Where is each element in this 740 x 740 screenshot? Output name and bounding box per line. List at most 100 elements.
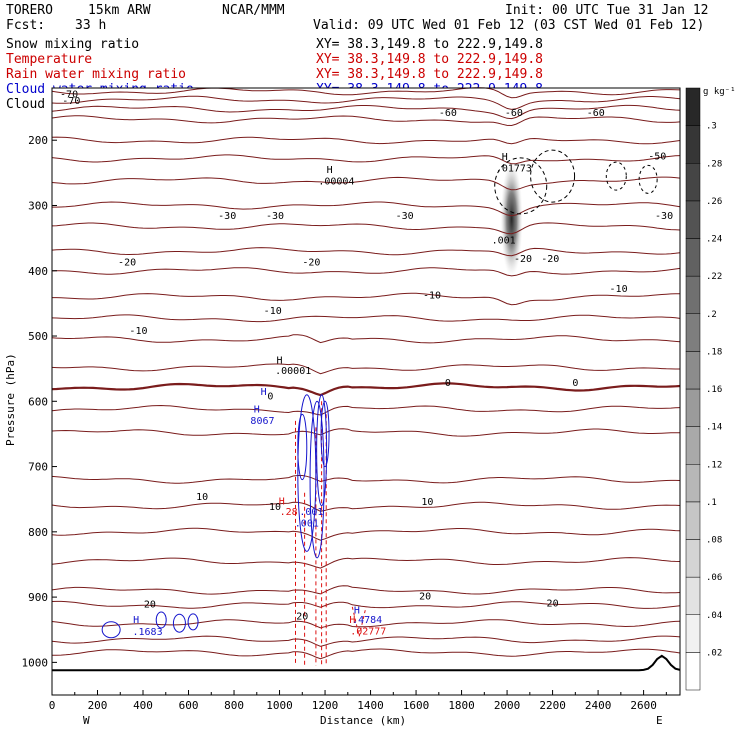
y-tick-label: 600: [28, 395, 48, 408]
field-xy: XY= 38.3,149.8 to 222.9,149.8: [316, 37, 543, 52]
model-name: TORERO: [6, 3, 53, 18]
field-name: Temperature: [6, 52, 92, 67]
contour-label: 10: [421, 497, 433, 508]
contour-label: 0: [267, 392, 273, 403]
model-resolution: 15km ARW: [88, 3, 151, 18]
contour-label: -30: [396, 211, 414, 222]
colorbar-swatch: [685, 614, 701, 653]
extremum-label: H: [502, 152, 508, 163]
valid-time: Valid: 09 UTC Wed 01 Feb 12 (03 CST Wed …: [313, 18, 704, 33]
forecast-label: Fcst:: [6, 18, 45, 33]
temperature-contour: [51, 247, 681, 257]
temperature-contour: [51, 87, 681, 99]
colorbar-swatch: [685, 163, 701, 202]
field-name: Rain water mixing ratio: [6, 67, 186, 82]
x-tick-label: 1800: [448, 699, 475, 712]
colorbar-swatch: [685, 426, 701, 465]
temperature-contour: [51, 314, 681, 323]
cloud-water-contour: [155, 611, 167, 629]
colorbar-swatch: [685, 501, 701, 540]
temperature-contour: [51, 404, 681, 416]
contour-label: -20: [302, 257, 320, 268]
contour-label: 0: [445, 378, 451, 389]
x-tick-label: 2000: [494, 699, 521, 712]
x-tick-label: 400: [133, 699, 153, 712]
colorbar-swatch: [685, 200, 701, 239]
cloud-ice-contour: [530, 149, 576, 203]
plot-area: -70-70-60 -60 -60-50-30 -30 -30 -30-20 -20 -20-…: [51, 87, 681, 696]
snow-shading-layer: [500, 161, 523, 278]
colorbar-label: .22: [706, 272, 722, 282]
cloud-water-contour: [101, 621, 121, 639]
colorbar-swatch: [685, 238, 701, 277]
extremum-label: .00001: [275, 366, 311, 377]
colorbar-swatch: [685, 388, 701, 427]
contour-label: -50: [648, 152, 666, 163]
x-axis-label: Distance (km): [320, 714, 406, 727]
colorbar-label: .26: [706, 197, 722, 207]
temperature-contour: [51, 501, 681, 512]
contour-label: 20: [547, 599, 559, 610]
contour-label: -20: [514, 254, 532, 265]
cloud-ice-contours: [494, 149, 658, 215]
y-tick-label: 900: [28, 591, 48, 604]
contour-label: -30: [266, 211, 284, 222]
temperature-contour: [51, 363, 680, 375]
y-tick-label: 1000: [22, 656, 49, 669]
colorbar-swatch: [685, 464, 701, 503]
temperature-contour: [51, 475, 681, 484]
init-time: Init: 00 UTC Tue 31 Jan 12: [505, 3, 709, 18]
contour-label: -60: [505, 108, 523, 119]
colorbar-label: .18: [706, 347, 722, 357]
temperature-contours: [51, 87, 681, 660]
colorbar-unit: g kg⁻¹: [703, 87, 736, 97]
colorbar-swatch: [685, 351, 701, 390]
extremum-label: H: [354, 605, 360, 616]
rain-contour: [351, 606, 367, 637]
x-tick-label: 2600: [630, 699, 657, 712]
y-axis: 200 300 400 500 600 700 800 900 1000: [22, 134, 57, 669]
temperature-contour: [52, 648, 681, 660]
temperature-contour: [51, 557, 681, 569]
contour-label: 10: [269, 502, 281, 513]
y-tick-label: 800: [28, 526, 48, 539]
extremum-label: .28: [280, 507, 298, 518]
west-label: W: [83, 714, 90, 727]
temperature-contour: [52, 292, 680, 306]
extremum-label: H: [327, 165, 333, 176]
colorbar-label: .14: [706, 423, 722, 433]
extremum-label: 8067: [250, 416, 274, 427]
temperature-contour: [52, 201, 681, 217]
colorbar-swatch: [685, 125, 701, 164]
contour-label: -30: [218, 211, 236, 222]
cloud-water-contour: [187, 613, 199, 631]
cloud-water-contour: [309, 400, 325, 559]
extremum-label: H: [261, 387, 267, 398]
temperature-contour: [51, 334, 681, 344]
temperature-contour: [51, 428, 680, 437]
contour-label: 10: [196, 492, 208, 503]
temperature-contour: [51, 136, 681, 145]
cloud-water-contour: [297, 394, 317, 552]
x-tick-label: 2400: [585, 699, 612, 712]
extremum-label: H: [279, 496, 285, 507]
contour-label: -10: [423, 291, 441, 302]
colorbar-label: .1: [706, 498, 717, 508]
temperature-contour: [51, 585, 681, 595]
contour-label: -10: [264, 306, 282, 317]
temperature-contour: [51, 600, 681, 609]
colorbar-label: .16: [706, 385, 722, 395]
y-tick-label: 500: [28, 330, 48, 343]
east-label: E: [656, 714, 663, 727]
colorbar-swatch: [685, 576, 701, 615]
contour-label: -10: [129, 326, 147, 337]
x-tick-label: 200: [88, 699, 108, 712]
colorbar-swatch: [685, 652, 701, 691]
colorbar-label: .24: [706, 235, 722, 245]
colorbar-label: .02: [706, 648, 722, 658]
y-tick-label: 200: [28, 134, 48, 147]
colorbar-swatch: [685, 87, 701, 126]
colorbar-label: .08: [706, 536, 722, 546]
cloud-water-contour: [172, 613, 186, 633]
